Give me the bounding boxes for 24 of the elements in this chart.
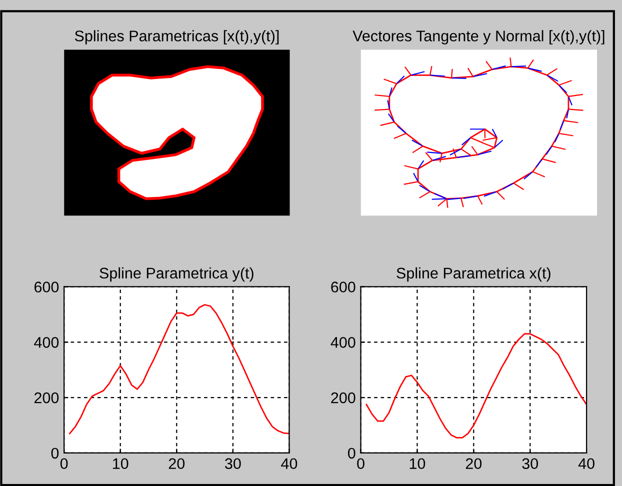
y-tick-label: 200 <box>331 392 356 404</box>
chart-title: Spline Parametrica x(t) <box>396 267 550 282</box>
x-tick-label: 10 <box>410 458 426 470</box>
y-tick-label: 400 <box>330 337 356 348</box>
text: Vectores Tangente y Normal [x(t),y(t)] <box>352 30 604 44</box>
y-tick-label: 600 <box>331 282 356 292</box>
text: Splines Parametricas [x(t),y(t)] <box>74 30 279 44</box>
y-tick-label: 0 <box>348 448 356 459</box>
y-tick-label: 400 <box>34 337 59 348</box>
x-tick-label: 40 <box>578 458 594 470</box>
y-tick-label: 0 <box>51 448 59 459</box>
x-tick-label: 30 <box>225 458 241 470</box>
x-tick-label: 20 <box>168 458 185 470</box>
line-series <box>366 333 587 438</box>
x-tick-label: 30 <box>522 458 538 470</box>
y-tick-label: 600 <box>34 282 59 292</box>
x-tick-label: 0 <box>60 458 68 470</box>
x-tick-label: 20 <box>466 458 482 470</box>
x-tick-label: 40 <box>281 458 298 470</box>
chart-title: Spline Parametrica y(t) <box>100 267 254 282</box>
y-tick-label: 200 <box>34 392 59 404</box>
x-tick-label: 10 <box>113 458 128 470</box>
x-tick-label: 0 <box>357 458 364 470</box>
line-series <box>69 304 290 434</box>
